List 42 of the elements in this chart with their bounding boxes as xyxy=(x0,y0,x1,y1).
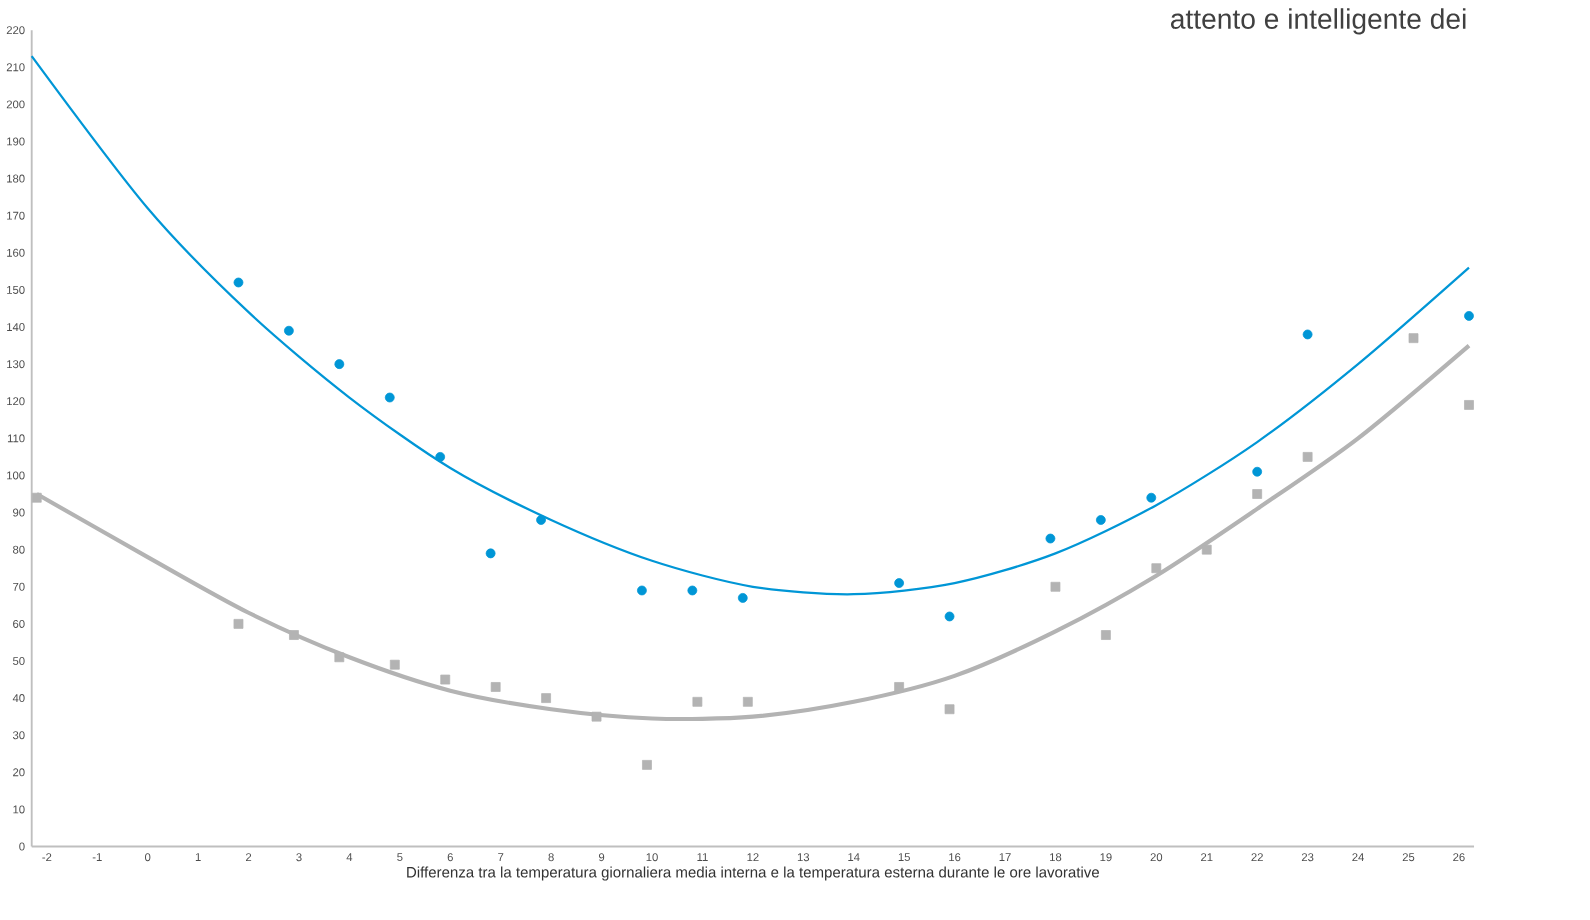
point xyxy=(1146,492,1157,503)
point xyxy=(31,492,42,503)
point xyxy=(1252,489,1263,499)
point xyxy=(1201,544,1212,555)
point xyxy=(894,578,905,588)
point xyxy=(1151,563,1162,574)
point xyxy=(894,682,905,692)
point xyxy=(591,711,602,722)
point xyxy=(637,585,647,596)
point xyxy=(384,392,395,403)
point xyxy=(1050,581,1061,592)
point xyxy=(1101,630,1111,640)
point xyxy=(944,611,955,622)
point xyxy=(642,759,652,770)
point xyxy=(440,674,451,685)
annotation: attento e intelligente dei xyxy=(1170,8,1466,35)
point xyxy=(485,548,496,559)
point xyxy=(1408,333,1419,344)
point xyxy=(435,451,446,462)
point xyxy=(334,652,345,663)
point xyxy=(692,696,703,707)
point xyxy=(1302,329,1313,340)
point xyxy=(536,515,546,525)
point xyxy=(334,359,345,369)
point xyxy=(1464,310,1474,321)
point xyxy=(389,659,400,670)
point xyxy=(289,630,299,640)
point xyxy=(1252,466,1263,477)
point xyxy=(737,592,748,603)
point xyxy=(490,682,501,692)
point xyxy=(284,325,294,336)
point xyxy=(1464,400,1474,410)
point xyxy=(1302,451,1313,462)
point xyxy=(1095,515,1106,525)
point xyxy=(687,585,698,596)
point xyxy=(742,696,753,707)
point xyxy=(233,277,244,288)
point xyxy=(1045,533,1056,544)
point xyxy=(233,618,244,629)
line-series xyxy=(30,54,1471,596)
point xyxy=(944,704,955,715)
point xyxy=(541,693,551,703)
